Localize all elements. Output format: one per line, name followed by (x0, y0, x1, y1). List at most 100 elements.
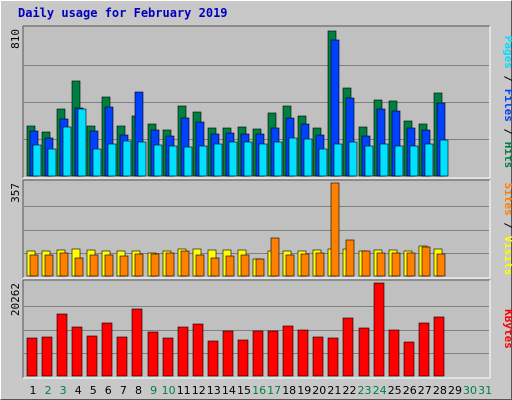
bar-kbytes-day-17 (267, 330, 279, 377)
bar-kbytes-day-11 (177, 326, 189, 377)
bar-kbytes-day-16 (252, 330, 264, 377)
bar-pages-day-10 (168, 145, 178, 177)
bar-kbytes-day-5 (86, 335, 98, 377)
bar-kbytes-day-24 (373, 282, 385, 377)
x-tick-label: 16 (252, 384, 266, 397)
x-tick-label: 19 (297, 384, 311, 397)
x-axis-labels: 1 2 3 4 5 6 7 8 9 10 11 12 13 14 15 16 17 18 19 20 21 22 23 24 2… (30, 384, 493, 397)
series-legend-label: Sites / Visits (502, 183, 512, 276)
bar-pages-day-26 (409, 145, 419, 177)
bar-sites-day-12 (195, 254, 205, 277)
bar-pages-day-8 (137, 141, 147, 177)
bar-sites-day-16 (255, 258, 265, 277)
bar-kbytes-day-18 (282, 325, 294, 377)
bar-sites-day-6 (104, 254, 114, 277)
bar-sites-day-17 (270, 237, 280, 277)
x-tick-label: 18 (282, 384, 296, 397)
bar-sites-day-20 (315, 252, 325, 277)
bar-sites-day-18 (285, 254, 295, 277)
bar-pages-day-4 (77, 108, 87, 177)
bar-pages-day-12 (198, 145, 208, 177)
x-tick-label: 9 (150, 384, 157, 397)
bar-kbytes-day-12 (192, 323, 204, 377)
bar-sites-day-21 (330, 182, 340, 277)
bar-kbytes-day-19 (297, 329, 309, 377)
bar-kbytes-day-10 (162, 337, 174, 377)
x-tick-label: 5 (90, 384, 97, 397)
bar-pages-day-28 (439, 139, 449, 177)
bar-kbytes-day-15 (237, 339, 249, 377)
bar-pages-day-21 (333, 143, 343, 177)
x-tick-label: 14 (222, 384, 236, 397)
bar-kbytes-day-2 (41, 336, 53, 377)
bar-sites-day-15 (240, 254, 250, 277)
bar-sites-day-19 (300, 253, 310, 277)
bar-pages-day-24 (379, 143, 389, 177)
bar-sites-day-11 (180, 250, 190, 277)
legend-part: Files (502, 89, 512, 122)
bar-sites-day-3 (59, 252, 69, 277)
bar-sites-day-7 (119, 255, 129, 277)
legend-part: / (502, 216, 512, 236)
bar-sites-day-14 (225, 255, 235, 277)
legend-part: KBytes (502, 309, 512, 349)
bar-pages-day-27 (424, 143, 434, 177)
bar-sites-day-23 (361, 250, 371, 277)
bar-sites-day-2 (44, 254, 54, 277)
panel-2: 357 Sites / Visits (9, 179, 512, 279)
bar-sites-day-5 (89, 254, 99, 277)
bar-kbytes-day-9 (147, 331, 159, 377)
x-tick-label: 4 (75, 384, 82, 397)
bar-sites-day-24 (376, 252, 386, 277)
x-tick-label: 1 (30, 384, 37, 397)
series-legend-label: Pages / Files / Hits (502, 36, 512, 169)
legend-part: Sites (502, 183, 512, 216)
bar-pages-day-16 (258, 143, 268, 177)
bar-sites-day-27 (421, 246, 431, 277)
legend-part: / (502, 122, 512, 142)
bar-kbytes-day-1 (26, 337, 38, 377)
bar-kbytes-day-3 (56, 313, 68, 377)
x-tick-label: 17 (267, 384, 281, 397)
series-legend-label: KBytes (502, 309, 512, 349)
bar-kbytes-day-22 (342, 317, 354, 377)
bar-kbytes-day-27 (418, 322, 430, 377)
legend-part: / (502, 69, 512, 89)
bar-kbytes-day-25 (388, 329, 400, 377)
x-tick-label: 12 (192, 384, 206, 397)
bar-pages-day-5 (92, 148, 102, 177)
bar-sites-day-26 (406, 252, 416, 277)
bar-sites-day-13 (210, 257, 220, 277)
bar-kbytes-day-28 (433, 316, 445, 377)
x-tick-label: 7 (120, 384, 127, 397)
bar-pages-day-22 (348, 141, 358, 177)
bar-sites-day-8 (134, 253, 144, 277)
x-tick-label: 6 (105, 384, 112, 397)
bar-pages-day-19 (303, 138, 313, 177)
x-tick-label: 2 (45, 384, 52, 397)
bar-pages-day-9 (153, 144, 163, 177)
x-tick-label: 3 (60, 384, 67, 397)
y-max-label: 810 (9, 29, 22, 49)
bar-pages-day-18 (288, 137, 298, 177)
bar-kbytes-day-13 (207, 340, 219, 377)
bar-sites-day-25 (391, 252, 401, 277)
bar-kbytes-day-23 (358, 327, 370, 377)
bar-kbytes-day-14 (222, 330, 234, 377)
bar-pages-day-14 (228, 141, 238, 177)
y-max-label: 20262 (9, 283, 22, 316)
bar-pages-day-23 (364, 145, 374, 177)
bar-pages-day-7 (122, 140, 132, 177)
bar-kbytes-day-21 (327, 337, 339, 377)
bar-sites-day-9 (150, 253, 160, 277)
bar-pages-day-13 (213, 143, 223, 177)
bar-kbytes-day-6 (101, 322, 113, 377)
legend-part: Pages (502, 36, 512, 69)
legend-part: Hits (502, 142, 512, 169)
chart-title: Daily usage for February 2019 (18, 6, 228, 20)
panel-1: 810 Pages / Files / Hits (9, 25, 512, 179)
bar-kbytes-day-8 (131, 308, 143, 377)
bar-sites-day-22 (345, 239, 355, 277)
x-tick-label: 22 (343, 384, 357, 397)
